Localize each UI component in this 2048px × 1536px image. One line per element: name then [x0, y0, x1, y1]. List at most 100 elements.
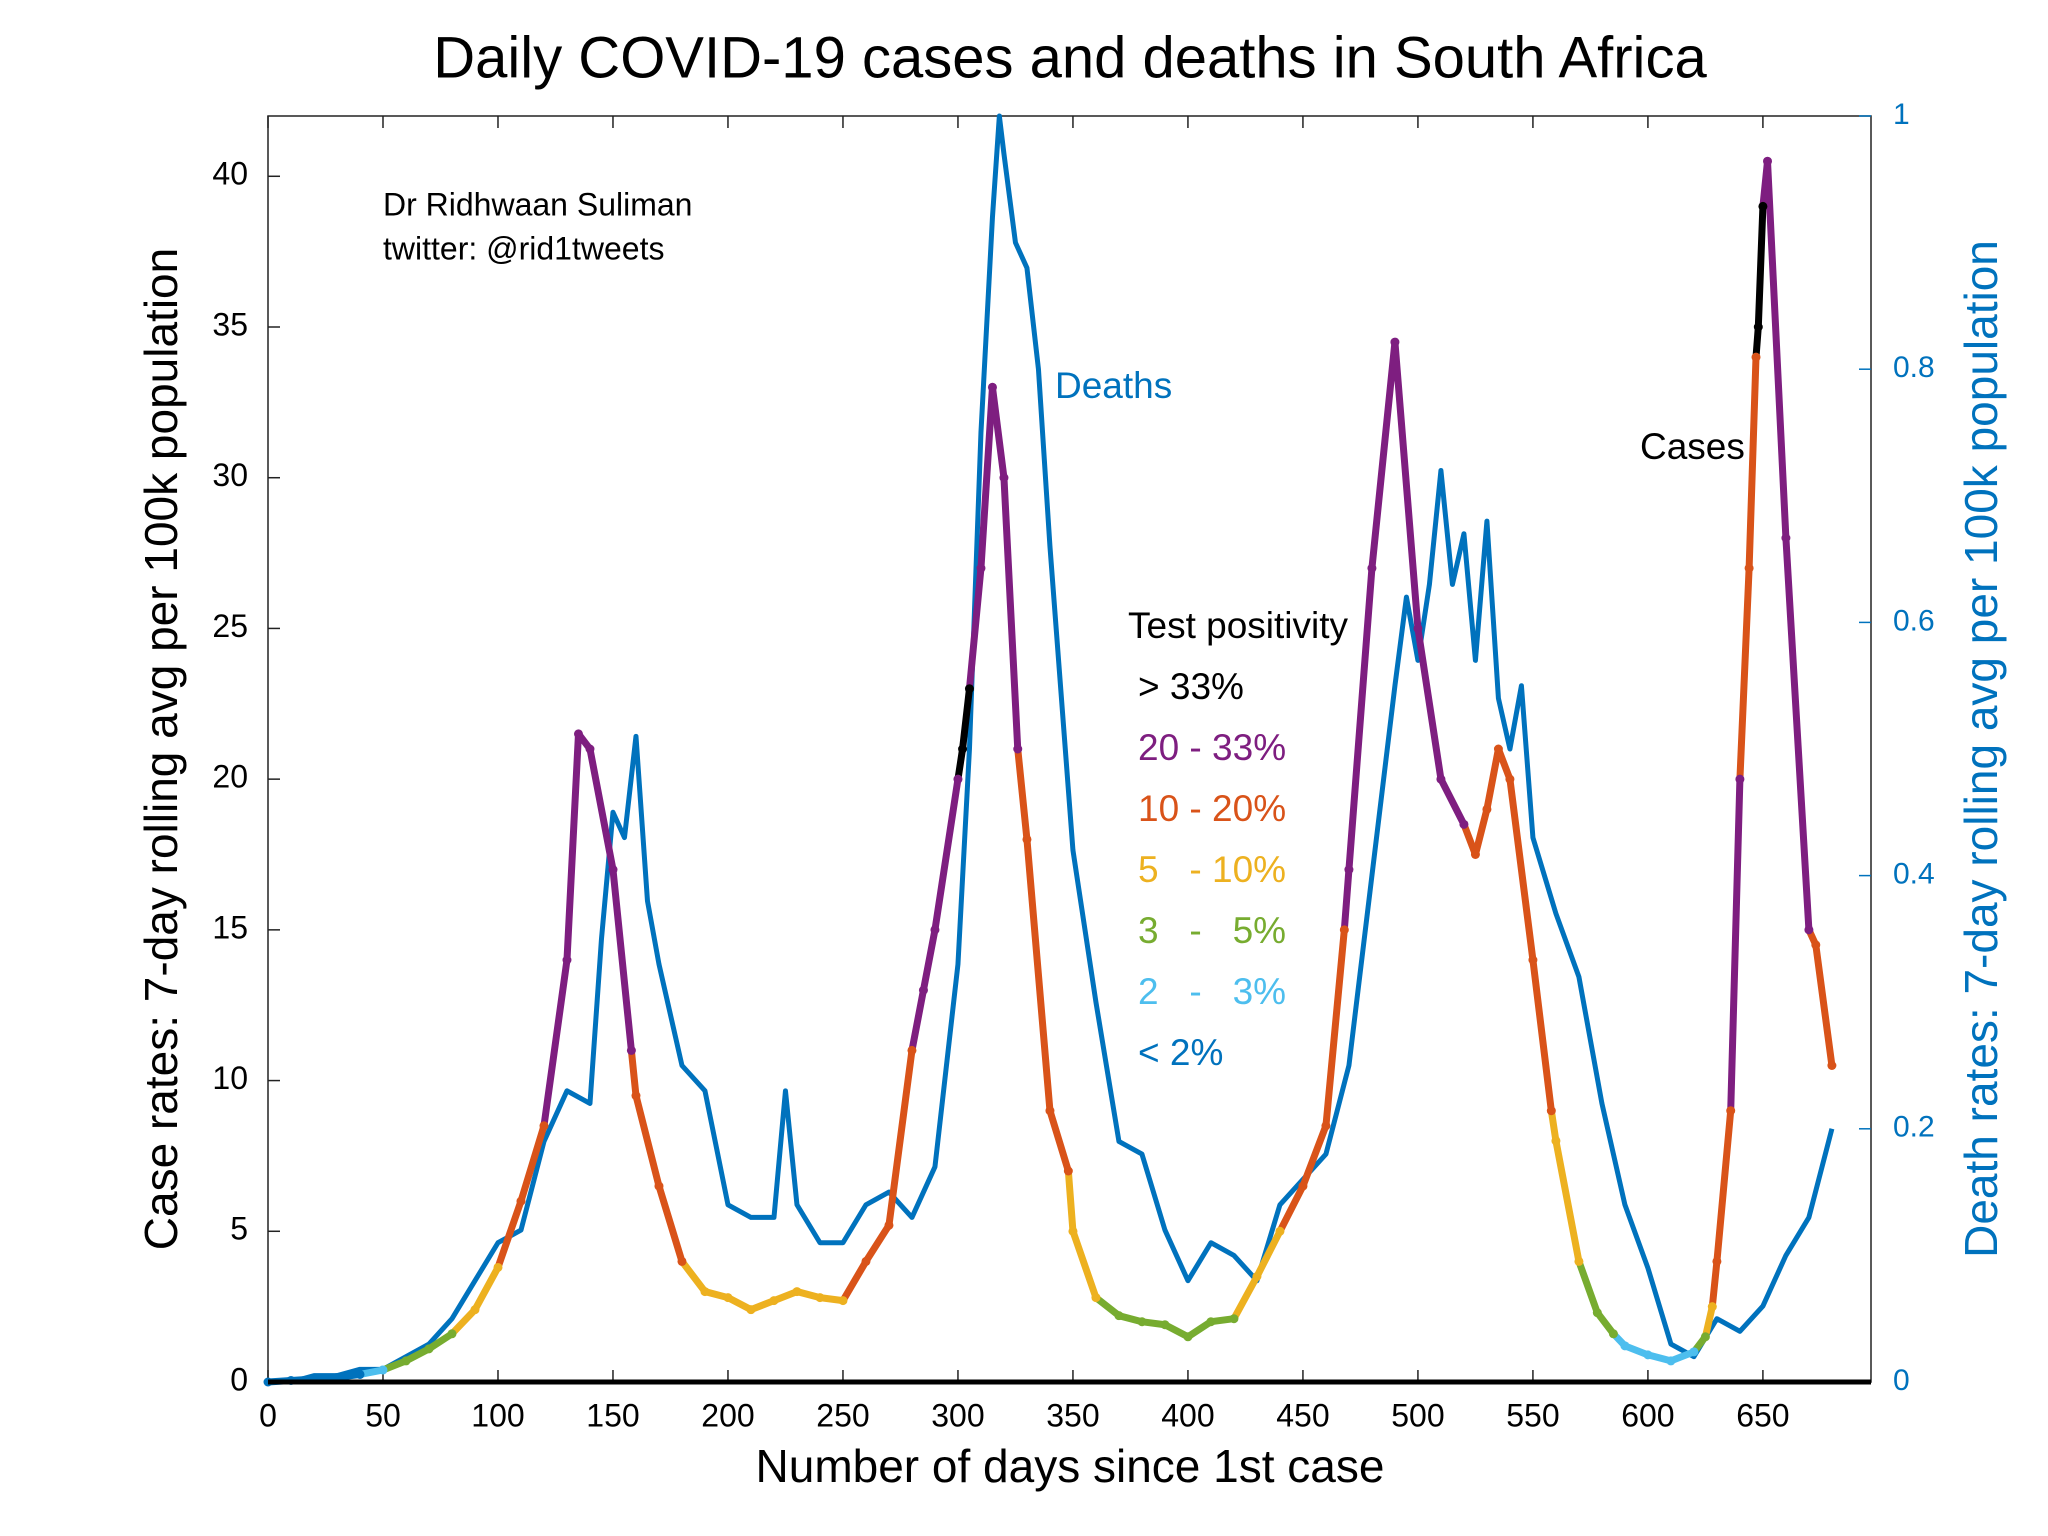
case-point: [1574, 1256, 1584, 1266]
case-segment: [1184, 1318, 1215, 1341]
case-point: [1091, 1293, 1101, 1303]
case-point: [1763, 156, 1773, 166]
case-segment: [609, 866, 635, 1054]
x-tick-label: 450: [1276, 1397, 1329, 1433]
case-segment: [1727, 775, 1744, 1115]
case-point: [1045, 1106, 1055, 1116]
case-point: [930, 925, 940, 935]
y2-tick-label: 0.2: [1893, 1111, 1935, 1144]
case-segment: [919, 926, 939, 994]
case-segment: [586, 745, 617, 874]
case-point: [1160, 1320, 1170, 1330]
x-tick-label: 0: [259, 1397, 277, 1433]
case-point: [1339, 925, 1349, 935]
x-tick-label: 400: [1161, 1397, 1214, 1433]
case-segment: [1437, 775, 1468, 828]
legend-label: 5 - 10%: [1138, 849, 1286, 890]
case-segment: [627, 1046, 640, 1100]
case-segment: [908, 986, 927, 1054]
legend-label: < 2%: [1138, 1032, 1223, 1073]
case-segment: [540, 956, 571, 1130]
case-segment: [1064, 1167, 1077, 1235]
legend-label: 2 - 3%: [1138, 971, 1286, 1012]
annotation: Dr Ridhwaan Suliman: [383, 186, 692, 222]
case-point: [424, 1344, 434, 1354]
case-segment: [1708, 1257, 1721, 1311]
case-point: [1206, 1317, 1216, 1327]
case-point: [1114, 1311, 1124, 1321]
case-point: [987, 382, 997, 392]
case-point: [1744, 563, 1754, 573]
case-point: [1689, 1347, 1699, 1357]
case-segment: [1069, 1227, 1100, 1302]
x-tick-label: 100: [471, 1397, 524, 1433]
case-point: [1827, 1061, 1837, 1070]
x-tick-label: 300: [931, 1397, 984, 1433]
case-point: [1367, 563, 1377, 573]
case-segment: [1345, 564, 1376, 874]
case-segment: [839, 1257, 870, 1305]
case-point: [573, 729, 583, 739]
case-point: [1546, 1106, 1556, 1116]
deaths-line: [268, 113, 1835, 1385]
case-point: [493, 1262, 503, 1272]
case-segment: [1745, 353, 1760, 572]
case-segment: [1414, 624, 1445, 783]
case-point: [1592, 1308, 1602, 1318]
y-tick-label: 25: [212, 608, 248, 644]
x-tick-label: 50: [365, 1397, 401, 1433]
case-point: [1781, 533, 1791, 543]
case-point: [1013, 744, 1023, 754]
case-point: [815, 1293, 825, 1303]
case-segment: [1000, 474, 1022, 753]
case-segment: [425, 1330, 456, 1353]
case-segment: [1754, 202, 1767, 331]
case-point: [447, 1329, 457, 1339]
case-segment: [1752, 323, 1762, 361]
case-segment: [1529, 956, 1555, 1115]
case-point: [700, 1287, 710, 1297]
case-point: [1643, 1350, 1653, 1360]
y-tick-label: 5: [230, 1211, 248, 1247]
case-segment: [862, 1221, 893, 1265]
case-point: [608, 865, 618, 875]
case-point: [1726, 1106, 1736, 1116]
case-segment: [1471, 805, 1491, 858]
case-segment: [1547, 1107, 1560, 1145]
case-point: [769, 1296, 779, 1306]
case-point: [1707, 1302, 1717, 1312]
case-segment: [1046, 1107, 1072, 1175]
case-point: [1758, 201, 1768, 211]
legend-label: 10 - 20%: [1138, 788, 1286, 829]
y2-tick-label: 1: [1893, 98, 1910, 131]
case-point: [1390, 337, 1400, 347]
case-segment: [494, 1197, 525, 1271]
case-point: [1229, 1314, 1239, 1324]
case-point: [1493, 744, 1503, 754]
legend-label: > 33%: [1138, 666, 1244, 707]
case-segment: [517, 1122, 548, 1205]
case-point: [631, 1091, 641, 1101]
y2-tick-label: 0: [1893, 1364, 1910, 1397]
x-tick-label: 250: [816, 1397, 869, 1433]
case-point: [654, 1181, 664, 1191]
y2-tick-label: 0.8: [1893, 351, 1935, 384]
case-point: [1063, 1166, 1073, 1176]
case-point: [1666, 1356, 1676, 1366]
case-point: [1252, 1272, 1262, 1281]
case-point: [884, 1220, 894, 1230]
chart-title: Daily COVID-19 cases and deaths in South…: [433, 25, 1707, 90]
case-segment: [1391, 338, 1422, 632]
case-point: [401, 1356, 411, 1366]
case-segment: [655, 1182, 686, 1265]
case-point: [516, 1196, 526, 1206]
y-axis-title: Case rates: 7-day rolling avg per 100k p…: [135, 248, 187, 1250]
case-segment: [1092, 1294, 1123, 1320]
case-segment: [1575, 1257, 1601, 1317]
case-point: [626, 1045, 636, 1055]
legend-title: Test positivity: [1128, 605, 1349, 646]
case-point: [746, 1305, 756, 1315]
case-segment: [632, 1092, 663, 1190]
case-segment: [678, 1257, 709, 1296]
